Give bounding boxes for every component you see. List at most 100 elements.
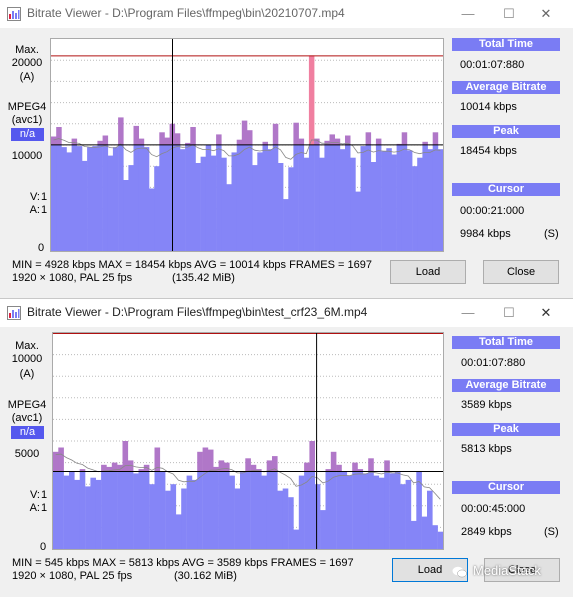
bitrate-bar — [190, 145, 196, 251]
bitrate-bar — [165, 145, 171, 251]
v-label: V: — [0, 489, 40, 501]
bitrate-bar — [128, 165, 134, 251]
bitrate-bar — [309, 145, 315, 251]
close-button[interactable]: Close — [483, 260, 559, 284]
bitrate-bar-peak — [175, 133, 181, 145]
codec-badge: n/a — [11, 128, 44, 141]
bitrate-bar — [422, 145, 428, 251]
v-value: 1 — [39, 489, 49, 501]
bitrate-bar — [53, 472, 59, 550]
bitrate-bar — [299, 476, 305, 549]
stats-line: MIN = 545 kbps MAX = 5813 kbps AVG = 358… — [12, 557, 354, 569]
maximize-button[interactable]: ☐ — [489, 4, 529, 24]
bitrate-bar — [195, 163, 201, 251]
bitrate-bar — [335, 145, 341, 251]
minimize-button[interactable]: — — [448, 4, 488, 24]
codec-sub: (avc1) — [3, 114, 51, 126]
bitrate-bar — [226, 184, 232, 251]
bitrate-bar-peak — [245, 458, 251, 471]
y-axis-mid-value: 5000 — [3, 448, 51, 460]
bitrate-bar — [402, 145, 408, 251]
bitrate-bar — [80, 472, 86, 550]
bitrate-bar-peak — [368, 458, 374, 471]
a-label: A: — [0, 204, 40, 216]
average-bitrate-header: Average Bitrate — [452, 379, 560, 392]
bitrate-bar — [371, 162, 377, 251]
bitrate-bar — [288, 497, 294, 549]
bitrate-bar — [352, 472, 358, 550]
a-label: A: — [0, 502, 40, 514]
bitrate-bar — [330, 145, 336, 251]
bitrate-bar — [293, 530, 299, 549]
bitrate-bar — [97, 145, 103, 251]
bitrate-bar — [417, 158, 423, 251]
watermark-text: MediaStack — [473, 563, 541, 578]
bitrate-bar — [106, 472, 112, 550]
bitrate-bar — [355, 192, 361, 251]
bitrate-bar-peak — [216, 134, 222, 145]
bitrate-bar-peak — [242, 121, 248, 145]
title-bar[interactable]: Bitrate Viewer - D:\Program Files\ffmpeg… — [0, 0, 573, 28]
codec-name: MPEG4 — [3, 399, 51, 411]
bitrate-bar — [92, 146, 98, 251]
peak-header: Peak — [452, 125, 560, 138]
title-bar[interactable]: Bitrate Viewer - D:\Program Files\ffmpeg… — [0, 299, 573, 327]
bitrate-bar — [211, 156, 217, 251]
window-title: Bitrate Viewer - D:\Program Files\ffmpeg… — [27, 6, 345, 20]
bitrate-bar — [101, 472, 107, 550]
bitrate-bar — [304, 158, 310, 251]
maximize-button[interactable]: ☐ — [489, 303, 529, 323]
bitrate-bar-peak — [134, 126, 140, 145]
app-icon — [7, 7, 21, 21]
bitrate-bar — [273, 145, 279, 251]
window-close-button[interactable]: ✕ — [526, 4, 566, 24]
bitrate-bar — [251, 472, 257, 550]
y-axis-unit: (A) — [3, 368, 51, 380]
window-close-button[interactable]: ✕ — [526, 303, 566, 323]
codec-name: MPEG4 — [3, 101, 51, 113]
bitrate-bar-peak — [139, 139, 145, 145]
bitrate-bar — [363, 473, 369, 549]
bitrate-bar-peak — [165, 138, 171, 145]
total-time-value: 00:01:07:880 — [460, 59, 524, 71]
bitrate-chart-svg[interactable] — [51, 39, 443, 251]
bitrate-bar — [314, 145, 320, 251]
cursor-header: Cursor — [452, 183, 560, 196]
bitrate-bar — [381, 151, 387, 251]
bitrate-bar-peak — [213, 467, 219, 472]
bitrate-bar-peak — [335, 139, 341, 145]
y-axis-max-value: 10000 — [3, 353, 51, 365]
y-axis-max-label: Max. — [3, 44, 51, 56]
bitrate-chart-svg[interactable] — [53, 333, 443, 549]
bitrate-bar — [267, 472, 273, 550]
bitrate-bar — [432, 525, 438, 549]
bitrate-bar — [272, 472, 278, 550]
bitrate-bar-peak — [309, 441, 315, 472]
bitrate-bar — [288, 167, 294, 251]
bitrate-bar — [345, 145, 351, 251]
bitrate-bar — [90, 478, 96, 549]
bitrate-bar — [278, 163, 284, 251]
file-size: (135.42 MiB) — [172, 272, 235, 284]
a-value: 1 — [39, 502, 49, 514]
bitrate-bar — [256, 472, 262, 550]
cursor-tag: (S) — [544, 228, 559, 240]
bitrate-bar — [224, 472, 230, 550]
bitrate-bar-peak — [97, 141, 103, 145]
bitrate-bar — [229, 476, 235, 549]
bitrate-bar — [242, 145, 248, 251]
bitrate-bar-peak — [237, 140, 243, 145]
bitrate-bar — [257, 152, 263, 251]
bitrate-bar — [72, 145, 78, 251]
cursor-tag: (S) — [544, 526, 559, 538]
minimize-button[interactable]: — — [448, 303, 488, 323]
bitrate-chart[interactable] — [52, 332, 444, 550]
bitrate-bar — [235, 489, 241, 550]
bitrate-bar — [252, 165, 258, 251]
bitrate-bar-peak — [299, 139, 305, 145]
codec-sub: (avc1) — [3, 412, 51, 424]
bitrate-chart[interactable] — [50, 38, 444, 252]
load-button[interactable]: Load — [390, 260, 466, 284]
bitrate-bar-peak — [203, 448, 209, 472]
bitrate-bar-peak — [376, 139, 382, 145]
